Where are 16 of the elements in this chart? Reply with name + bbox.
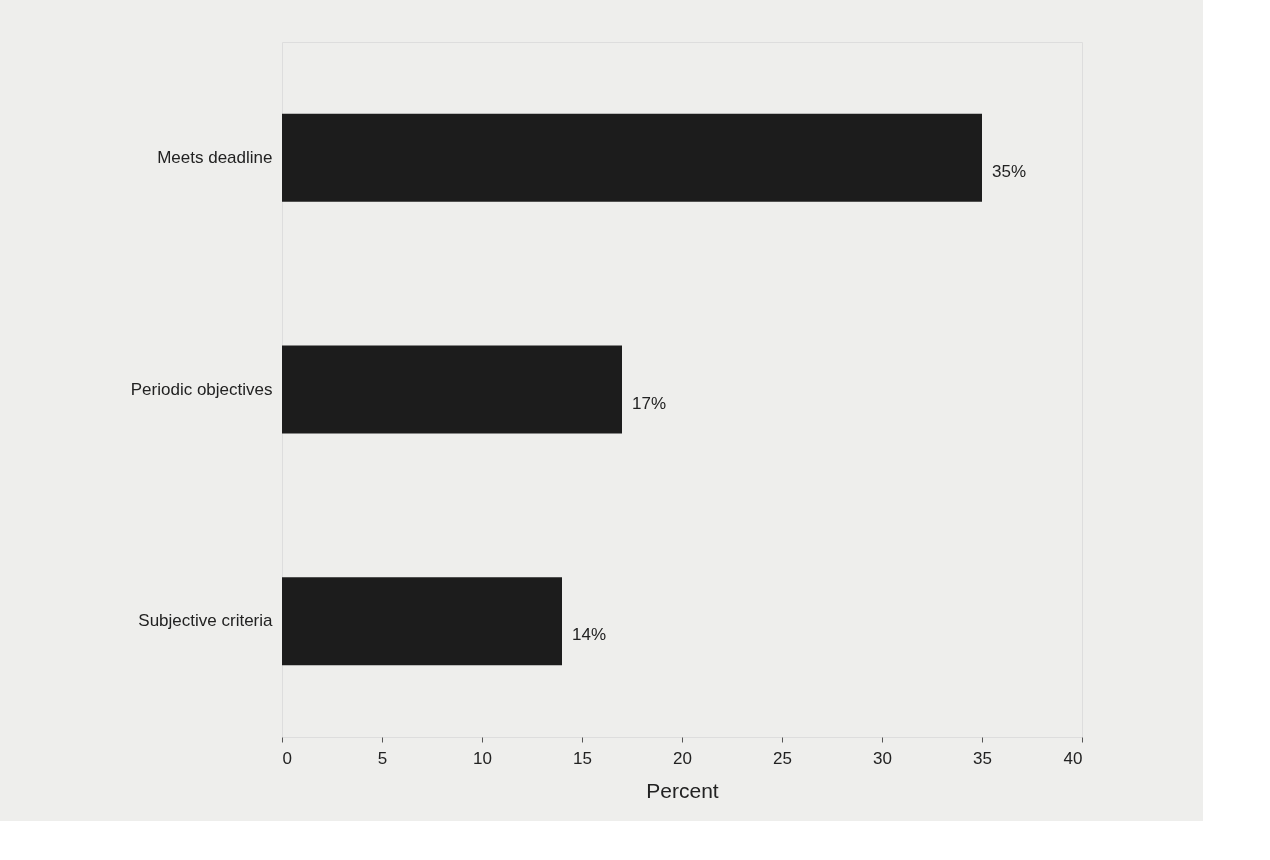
x-tick-label: 30 [873, 748, 892, 768]
data-label: 35% [992, 161, 1027, 181]
x-tick-label: 35 [973, 748, 992, 768]
x-tick-label: 20 [673, 748, 692, 768]
y-tick-label: Periodic objectives [130, 379, 273, 399]
data-label: 14% [572, 625, 607, 645]
x-tick-label: 0 [282, 748, 292, 768]
data-label: 17% [632, 393, 667, 413]
x-tick-label: 10 [473, 748, 492, 768]
x-tick-label: 15 [573, 748, 592, 768]
x-axis-title: Percent [646, 778, 719, 802]
y-tick-label: Meets deadline [157, 147, 273, 167]
x-tick-label: 5 [377, 748, 388, 768]
x-tick-label: 25 [773, 748, 792, 768]
y-tick-label: Subjective criteria [138, 611, 274, 631]
x-tick-label: 40 [1063, 748, 1083, 768]
